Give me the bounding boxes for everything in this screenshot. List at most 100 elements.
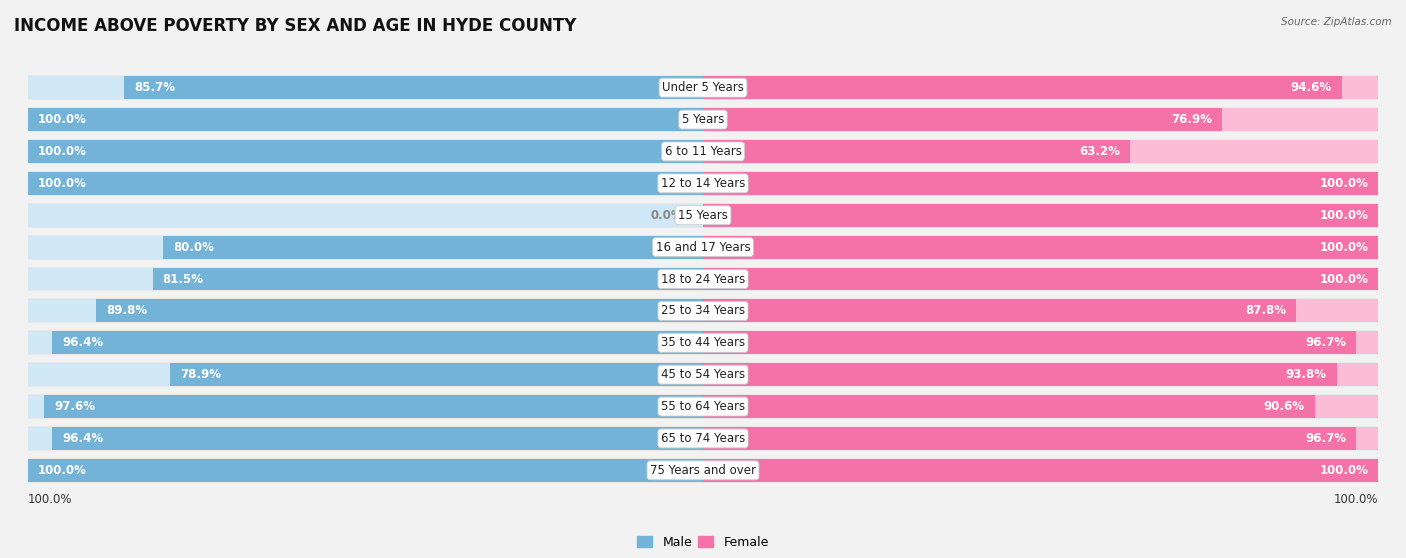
Bar	[28, 363, 703, 386]
Text: 85.7%: 85.7%	[135, 81, 176, 94]
Bar	[28, 362, 1378, 387]
Bar	[703, 267, 1378, 291]
Bar	[28, 426, 1378, 451]
Text: 100.0%: 100.0%	[1319, 464, 1368, 477]
Bar	[703, 76, 1378, 99]
Bar	[44, 395, 703, 418]
Bar	[703, 363, 1378, 386]
Text: 45 to 54 Years: 45 to 54 Years	[661, 368, 745, 381]
Text: 100.0%: 100.0%	[38, 464, 87, 477]
Text: 100.0%: 100.0%	[1319, 240, 1368, 254]
Bar	[28, 394, 1378, 419]
Text: 35 to 44 Years: 35 to 44 Years	[661, 336, 745, 349]
Text: Under 5 Years: Under 5 Years	[662, 81, 744, 94]
Text: 75 Years and over: 75 Years and over	[650, 464, 756, 477]
Bar	[28, 172, 703, 195]
Bar	[703, 395, 1315, 418]
Bar	[28, 267, 703, 291]
Bar	[28, 459, 703, 482]
Bar	[703, 427, 1357, 450]
Bar	[163, 235, 703, 258]
Bar	[52, 331, 703, 354]
Text: 25 to 34 Years: 25 to 34 Years	[661, 304, 745, 318]
Text: 96.7%: 96.7%	[1305, 432, 1346, 445]
Bar	[28, 139, 1378, 164]
Bar	[703, 331, 1378, 354]
Text: 96.4%: 96.4%	[62, 336, 103, 349]
Bar	[28, 300, 703, 323]
Bar	[170, 363, 703, 386]
Bar	[28, 107, 1378, 132]
Bar	[28, 203, 1378, 228]
Bar	[703, 172, 1378, 195]
Bar	[97, 300, 703, 323]
Text: 94.6%: 94.6%	[1291, 81, 1331, 94]
Text: 100.0%: 100.0%	[1319, 177, 1368, 190]
Text: 80.0%: 80.0%	[173, 240, 214, 254]
Bar	[28, 427, 703, 450]
Bar	[28, 108, 703, 131]
Bar	[52, 427, 703, 450]
Bar	[703, 204, 1378, 227]
Bar	[28, 108, 703, 131]
Bar	[28, 204, 703, 227]
Text: 65 to 74 Years: 65 to 74 Years	[661, 432, 745, 445]
Text: 100.0%: 100.0%	[28, 493, 72, 506]
Text: 90.6%: 90.6%	[1264, 400, 1305, 413]
Bar	[703, 300, 1378, 323]
Text: 15 Years: 15 Years	[678, 209, 728, 222]
Text: 100.0%: 100.0%	[1319, 272, 1368, 286]
Legend: Male, Female: Male, Female	[633, 531, 773, 554]
Bar	[703, 331, 1357, 354]
Text: 96.4%: 96.4%	[62, 432, 103, 445]
Bar	[703, 363, 1337, 386]
Text: 100.0%: 100.0%	[1319, 209, 1368, 222]
Bar	[703, 108, 1222, 131]
Text: 100.0%: 100.0%	[1334, 493, 1378, 506]
Bar	[28, 171, 1378, 196]
Text: Source: ZipAtlas.com: Source: ZipAtlas.com	[1281, 17, 1392, 27]
Bar	[28, 172, 703, 195]
Bar	[28, 267, 1378, 291]
Text: 93.8%: 93.8%	[1285, 368, 1326, 381]
Bar	[703, 235, 1378, 258]
Bar	[28, 299, 1378, 323]
Text: 12 to 14 Years: 12 to 14 Years	[661, 177, 745, 190]
Text: 100.0%: 100.0%	[38, 177, 87, 190]
Bar	[703, 427, 1378, 450]
Bar	[28, 330, 1378, 355]
Bar	[28, 235, 1378, 259]
Text: 5 Years: 5 Years	[682, 113, 724, 126]
Bar	[28, 140, 703, 163]
Text: 81.5%: 81.5%	[163, 272, 204, 286]
Bar	[703, 204, 1378, 227]
Text: 76.9%: 76.9%	[1171, 113, 1212, 126]
Bar	[703, 267, 1378, 291]
Text: 89.8%: 89.8%	[107, 304, 148, 318]
Bar	[703, 172, 1378, 195]
Text: 0.0%: 0.0%	[650, 209, 683, 222]
Bar	[28, 140, 703, 163]
Bar	[703, 395, 1378, 418]
Bar	[28, 395, 703, 418]
Bar	[703, 300, 1296, 323]
Text: 6 to 11 Years: 6 to 11 Years	[665, 145, 741, 158]
Text: 96.7%: 96.7%	[1305, 336, 1346, 349]
Bar	[28, 458, 1378, 483]
Bar	[28, 76, 703, 99]
Bar	[28, 331, 703, 354]
Text: 87.8%: 87.8%	[1244, 304, 1286, 318]
Text: 100.0%: 100.0%	[38, 113, 87, 126]
Bar	[703, 108, 1378, 131]
Text: 78.9%: 78.9%	[180, 368, 221, 381]
Bar	[124, 76, 703, 99]
Bar	[28, 459, 703, 482]
Bar	[703, 76, 1341, 99]
Text: 55 to 64 Years: 55 to 64 Years	[661, 400, 745, 413]
Bar	[152, 267, 703, 291]
Bar	[703, 140, 1130, 163]
Bar	[703, 459, 1378, 482]
Bar	[703, 459, 1378, 482]
Text: INCOME ABOVE POVERTY BY SEX AND AGE IN HYDE COUNTY: INCOME ABOVE POVERTY BY SEX AND AGE IN H…	[14, 17, 576, 35]
Text: 16 and 17 Years: 16 and 17 Years	[655, 240, 751, 254]
